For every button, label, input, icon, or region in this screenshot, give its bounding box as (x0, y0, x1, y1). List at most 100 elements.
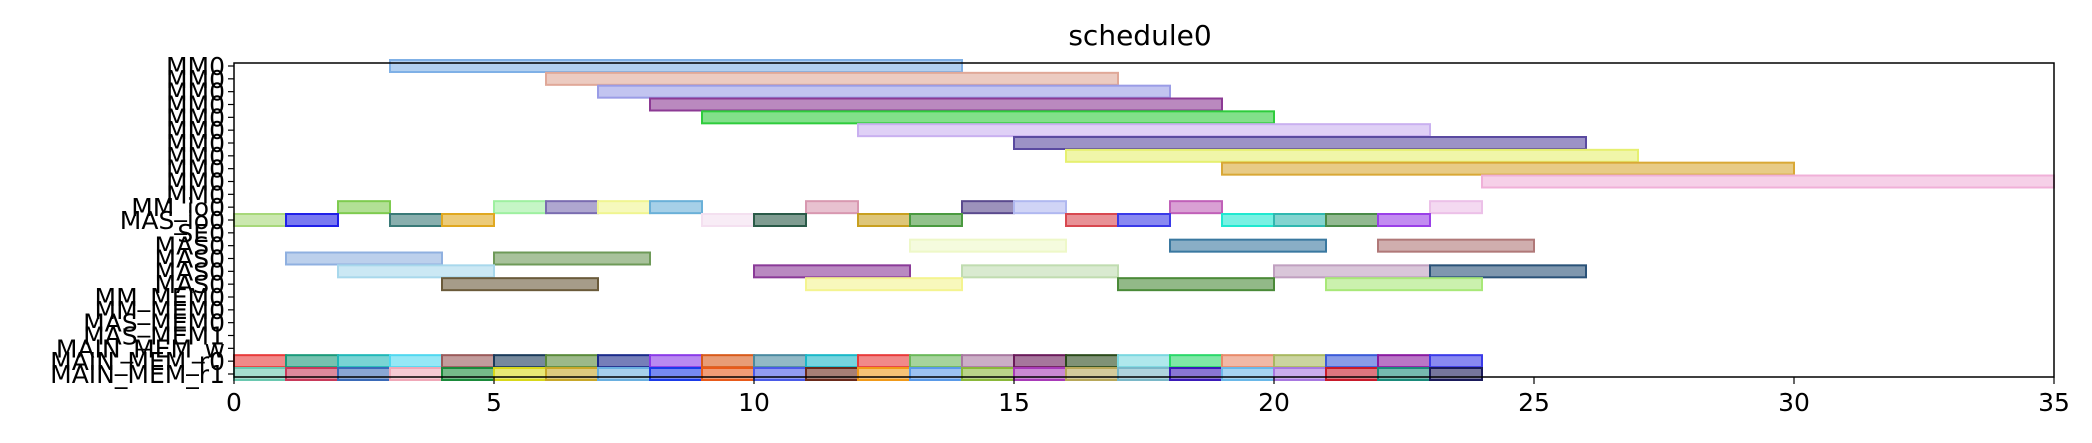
y-axis: MM0MM0MM0MM0MM0MM0MM0MM0MM0MM0MM0MM_io0M… (50, 52, 234, 389)
y-tick-label: MAS0 (155, 270, 225, 299)
schedule-bar (1377, 367, 1431, 381)
schedule-bar (805, 354, 859, 369)
schedule-bar (961, 200, 1015, 215)
schedule-bar (1221, 161, 1795, 176)
schedule-bar (1117, 354, 1171, 369)
schedule-bar (1377, 354, 1431, 369)
x-tick-label: 5 (486, 388, 502, 417)
schedule-bar (1221, 354, 1275, 369)
schedule-bar (1325, 367, 1379, 381)
x-tick-label: 10 (738, 388, 770, 417)
y-tick-label: MAS0 (155, 232, 225, 261)
schedule-bar (1013, 367, 1067, 381)
schedule-bar (1065, 354, 1119, 369)
schedule-bar (649, 200, 703, 215)
schedule-bar (233, 367, 287, 381)
schedule-bar (493, 251, 651, 266)
schedule-bar (857, 367, 911, 381)
schedule-bar (1169, 238, 1327, 253)
schedule-bar (1117, 277, 1275, 292)
chart-title: schedule0 (1068, 19, 1211, 52)
schedule-bar (805, 200, 859, 215)
schedule-bar (961, 367, 1015, 381)
schedule-bar (1429, 367, 1483, 381)
schedule-bar (1377, 238, 1535, 253)
bars-layer (233, 59, 2055, 381)
schedule-bar (857, 354, 911, 369)
schedule-bar (545, 354, 599, 369)
schedule-bar (909, 367, 963, 381)
schedule-bar (389, 354, 443, 369)
x-tick-label: 30 (1778, 388, 1810, 417)
schedule-bar (805, 367, 859, 381)
schedule-bar (1221, 367, 1275, 381)
y-tick-label: MM_MEM0 (95, 283, 225, 312)
schedule-bar (1221, 213, 1275, 227)
y-tick-label: MM0 (166, 155, 225, 184)
schedule-bar (961, 264, 1119, 279)
schedule-bar (649, 97, 1223, 112)
schedule-bar (337, 354, 391, 369)
x-tick-label: 20 (1258, 388, 1290, 417)
x-tick-label: 25 (1518, 388, 1550, 417)
schedule-bar (233, 213, 287, 227)
schedule-bar (701, 213, 755, 227)
schedule-bar (1065, 148, 1639, 163)
schedule-bar (753, 213, 807, 227)
y-tick-label: MAIN_MEM_r0 (50, 347, 225, 376)
x-tick-label: 35 (2038, 388, 2070, 417)
schedule-bar (1377, 213, 1431, 227)
schedule-bar (545, 367, 599, 381)
y-tick-label: MM0 (166, 129, 225, 158)
schedule-bar (441, 354, 495, 369)
schedule-bar (649, 354, 703, 369)
schedule-bar (441, 367, 495, 381)
schedule-bar (1273, 213, 1327, 227)
schedule-bar (1169, 200, 1223, 215)
schedule-bar (233, 354, 287, 369)
schedule-bar (597, 367, 651, 381)
schedule-bar (389, 59, 963, 73)
y-tick-label: MM0 (166, 78, 225, 107)
schedule-bar (337, 264, 495, 279)
schedule-bar (493, 200, 547, 215)
y-tick-label: MM0 (166, 168, 225, 197)
schedule-bar (857, 123, 1431, 138)
schedule-bar (649, 367, 703, 381)
schedule-bar (701, 354, 755, 369)
y-tick-label: MAS0 (155, 245, 225, 274)
schedule-bar (1325, 213, 1379, 227)
schedule-bar (337, 200, 391, 215)
y-tick-label: MAIN_MEM_w (56, 334, 225, 363)
schedule-bar (1169, 367, 1223, 381)
y-tick-label: MM0 (166, 103, 225, 132)
schedule-bar (285, 213, 339, 227)
schedule-bar (909, 354, 963, 369)
y-tick-label: MM_MEM0 (95, 296, 225, 325)
schedule-bar (337, 367, 391, 381)
schedule-bar (1273, 367, 1327, 381)
schedule-bar (389, 367, 443, 381)
y-tick-label: MAS_io0 (120, 206, 225, 235)
schedule-bar (285, 367, 339, 381)
y-tick-label: MM0 (166, 65, 225, 94)
schedule-bar (597, 354, 651, 369)
schedule-bar (753, 264, 911, 279)
y-tick-label: MM0 (166, 91, 225, 120)
schedule-bar (1429, 200, 1483, 215)
schedule-bar (1481, 174, 2055, 189)
schedule-bar (285, 251, 443, 266)
schedule-bar (597, 84, 1171, 99)
schedule-bar (753, 354, 807, 369)
schedule-bar (805, 277, 963, 292)
schedule-bar (1013, 136, 1587, 150)
schedule-bar (1273, 264, 1431, 279)
schedule-bar (1065, 213, 1119, 227)
schedule-bar (1169, 354, 1223, 369)
schedule-bar (441, 213, 495, 227)
schedule-bar (1117, 213, 1171, 227)
schedule-bar (1065, 367, 1119, 381)
y-tick-label: MAS_MEM0 (83, 309, 225, 338)
schedule-bar (961, 354, 1015, 369)
